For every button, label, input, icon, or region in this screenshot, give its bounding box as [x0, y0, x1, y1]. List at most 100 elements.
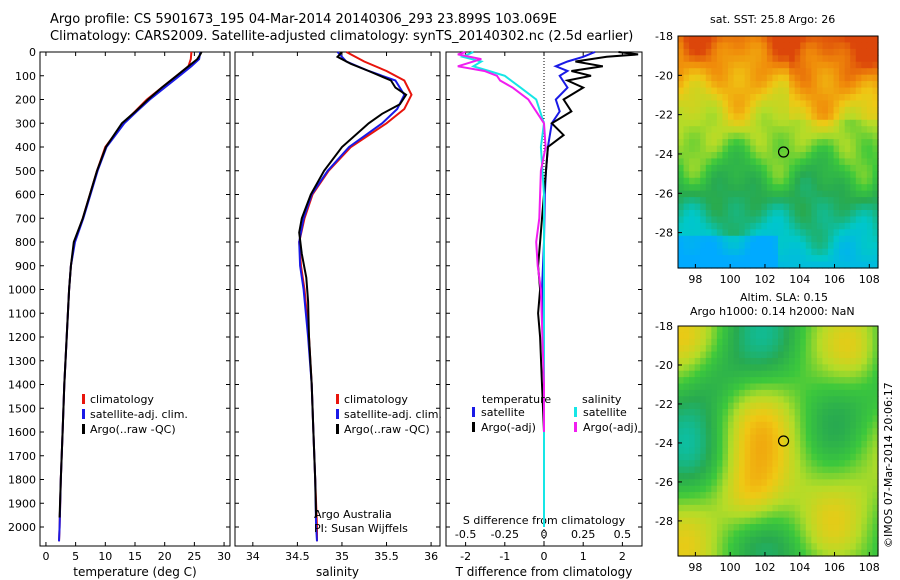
sla-map-cell — [705, 543, 712, 551]
sla-map-cell — [811, 326, 818, 333]
salinity-diff-tick-label: -0.25 — [491, 528, 519, 541]
sla-map-cell — [855, 447, 862, 455]
sla-map-cell — [750, 498, 757, 506]
sst-map-cell — [850, 68, 857, 76]
sla-map-cell — [800, 332, 807, 340]
sst-map-cell — [744, 171, 751, 179]
sla-map-cell — [739, 402, 746, 410]
sst-map-cell — [833, 222, 840, 230]
sst-map-cell — [811, 235, 818, 243]
sst-map-cell — [800, 255, 807, 263]
sst-map-cell — [744, 222, 751, 230]
sla-map-cell — [872, 421, 879, 429]
sst-map-cell — [811, 139, 818, 147]
sla-map-cell — [839, 428, 846, 436]
sst-map-cell — [789, 126, 796, 134]
diff-xtick-label: 2 — [619, 550, 626, 563]
sst-map-cell — [866, 42, 874, 50]
sst-map-cell — [689, 248, 696, 256]
sla-map-cell — [844, 504, 851, 512]
sst-map-cell — [833, 216, 840, 224]
sst-map-cell — [861, 106, 868, 114]
sla-map-cell — [861, 396, 868, 404]
legend-item: Argo(..raw -QC) — [344, 423, 430, 436]
sst-map-cell — [866, 36, 874, 44]
sst-map-cell — [689, 171, 696, 179]
sst-map-cell — [778, 48, 785, 56]
sla-map-cell — [755, 472, 762, 480]
sla-map-cell — [850, 460, 857, 468]
depth-tick-label: 1200 — [8, 331, 36, 344]
sst-map-cell — [855, 190, 862, 198]
sst-map-cell — [783, 139, 790, 147]
legend-item: satellite-adj. clim. — [344, 408, 442, 421]
sst-map-cell — [811, 61, 818, 69]
sla-map-cell — [689, 377, 696, 385]
sla-map-cell — [778, 479, 785, 487]
sla-map-cell — [844, 421, 851, 429]
sst-map-cell — [750, 87, 757, 95]
sla-map-cell — [711, 524, 718, 532]
sla-map-cell — [833, 543, 840, 551]
sst-map-cell — [694, 190, 701, 198]
sla-map-cell — [833, 479, 840, 487]
sla-map-cell — [861, 338, 868, 346]
sst-map-cell — [716, 210, 724, 218]
sst-map-cell — [744, 255, 751, 263]
sla-map-cell — [800, 326, 807, 333]
sst-map-cell — [678, 100, 685, 108]
sst-map-cell — [872, 48, 879, 56]
depth-tick-label: 200 — [15, 94, 36, 107]
sla-map-cell — [766, 351, 774, 359]
sla-map-cell — [711, 517, 718, 525]
sla-map-cell — [744, 453, 751, 461]
sla-map-cell — [766, 357, 774, 365]
sla-map-cell — [805, 409, 812, 417]
sst-map-cell — [805, 177, 812, 185]
sst-map-cell — [778, 197, 785, 205]
sla-map-cell — [861, 364, 868, 372]
sla-map-cell — [816, 466, 824, 474]
sla-map-cell — [716, 460, 724, 468]
sst-map-cell — [822, 255, 829, 263]
sst-map-cell — [872, 152, 879, 160]
sst-map-cell — [739, 119, 746, 127]
sla-map-cell — [855, 543, 862, 551]
sla-map-cell — [866, 345, 874, 353]
sla-map-cell — [728, 345, 735, 353]
sst-map-cell — [861, 100, 868, 108]
sla-map-cell — [728, 434, 735, 442]
sla-map-cell — [750, 504, 757, 512]
sla-map-cell — [811, 357, 818, 365]
sst-map-cell — [711, 36, 718, 44]
sst-map-cell — [711, 197, 718, 205]
sst-map-cell — [850, 152, 857, 160]
sst-map-cell — [761, 255, 768, 263]
sla-map-cell — [689, 428, 696, 436]
sla-map-cell — [739, 441, 746, 448]
sla-map-cell — [783, 434, 790, 442]
sst-map-cell — [683, 235, 690, 243]
sst-map-cell — [789, 164, 796, 172]
sla-map-cell — [744, 511, 751, 519]
sst-map-cell — [694, 145, 701, 153]
sla-map-cell — [739, 492, 746, 500]
sla-map-cell — [678, 543, 685, 551]
sst-map-cell — [711, 248, 718, 256]
sst-map-cell — [816, 106, 824, 114]
sst-map-cell — [772, 42, 779, 50]
sla-map-cell — [822, 479, 829, 487]
sla-map-cell — [772, 434, 779, 442]
sla-map-cell — [794, 517, 801, 525]
sst-map-cell — [816, 145, 824, 153]
sst-map-cell — [816, 216, 824, 224]
sla-map-cell — [800, 389, 807, 397]
sst-map-cell — [689, 158, 696, 166]
sst-map-cell — [872, 42, 879, 50]
sla-map-cell — [822, 383, 829, 391]
sst-map-cell — [789, 235, 796, 243]
sla-map-cell — [772, 377, 779, 385]
sst-map-cell — [716, 158, 724, 166]
sst-map-cell — [694, 42, 701, 50]
sla-map-cell — [811, 338, 818, 346]
